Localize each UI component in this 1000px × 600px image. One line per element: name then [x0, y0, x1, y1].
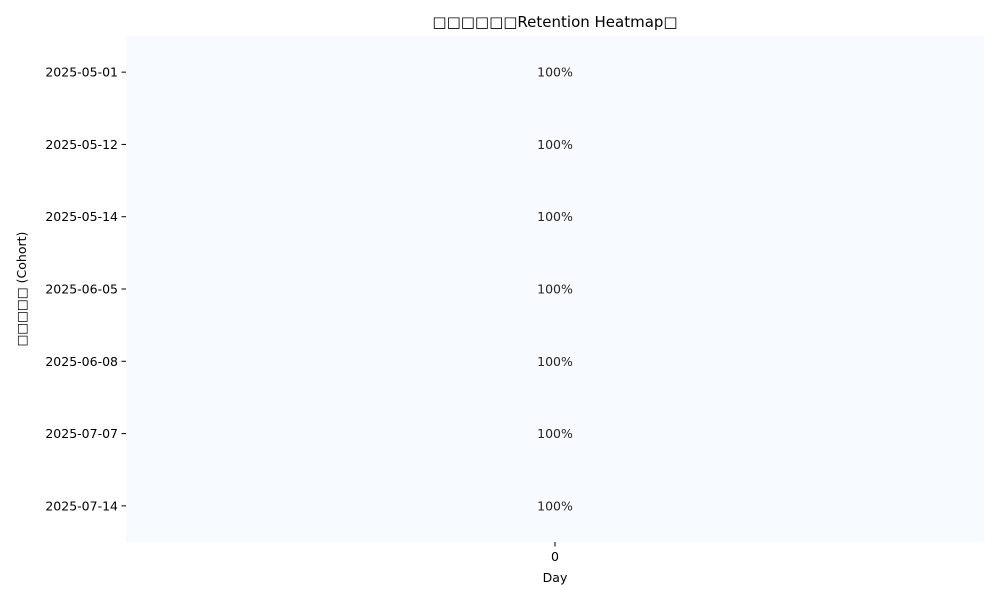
- y-axis-ticks: 2025-05-01 2025-05-12 2025-05-14 2025-06-05…: [45, 65, 126, 513]
- heatmap-cell: [126, 180, 985, 254]
- y-axis-label: □□□□□ (Cohort): [14, 232, 29, 347]
- heatmap-cells: [126, 36, 985, 543]
- heatmap-cell-label: 100%: [537, 282, 573, 297]
- x-tick-label: 0: [551, 549, 559, 564]
- heatmap-cell-label: 100%: [537, 498, 573, 513]
- heatmap-cell-label: 100%: [537, 426, 573, 441]
- chart-title: □□□□□□Retention Heatmap□: [432, 13, 677, 31]
- heatmap-cell-label: 100%: [537, 137, 573, 152]
- heatmap-cell-label: 100%: [537, 354, 573, 369]
- heatmap-cell: [126, 252, 985, 326]
- y-tick-label: 2025-05-12: [45, 137, 118, 152]
- x-axis-ticks: 0: [551, 542, 559, 564]
- heatmap-cell: [126, 469, 985, 543]
- y-tick-label: 2025-07-07: [45, 426, 118, 441]
- heatmap-cell: [126, 325, 985, 398]
- heatmap-cell: [126, 397, 985, 471]
- heatmap-cell: [126, 36, 985, 109]
- y-tick-label: 2025-07-14: [45, 498, 118, 513]
- y-tick-label: 2025-06-08: [45, 354, 118, 369]
- heatmap-cell-label: 100%: [537, 209, 573, 224]
- y-tick-label: 2025-05-14: [45, 209, 118, 224]
- heatmap-cell-label: 100%: [537, 65, 573, 80]
- y-tick-label: 2025-05-01: [45, 65, 118, 80]
- x-axis-label: Day: [543, 570, 568, 585]
- heatmap-cell-labels: 100% 100% 100% 100% 100% 100% 100%: [537, 65, 573, 514]
- y-tick-label: 2025-06-05: [45, 282, 118, 297]
- heatmap-cell: [126, 108, 985, 182]
